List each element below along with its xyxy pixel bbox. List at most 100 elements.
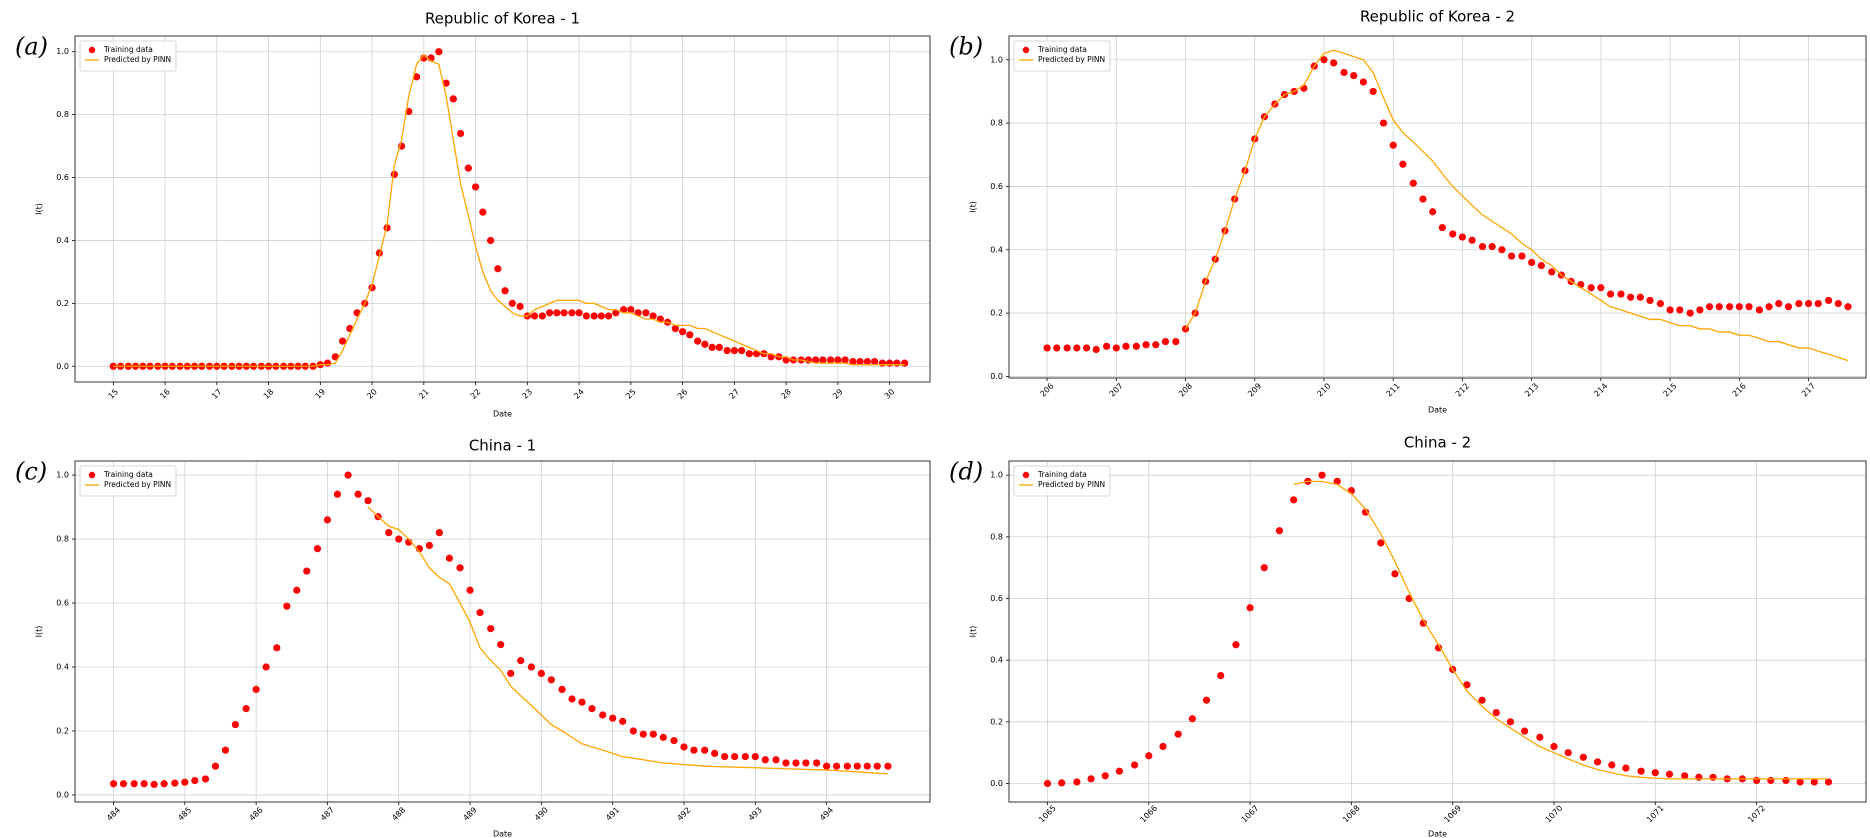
data-point [323,359,332,367]
data-point [1082,344,1091,352]
data-point [1715,303,1723,311]
y-tick-label: 0.2 [990,717,1003,726]
data-point [711,749,719,757]
x-tick-label: 217 [1800,381,1817,398]
data-point [680,743,688,751]
data-point [723,346,731,355]
data-point [1340,68,1348,77]
data-point [1656,299,1665,308]
x-tick-label: 22 [469,387,483,401]
data-point [1246,604,1254,612]
data-point [313,545,322,553]
data-point [751,752,759,761]
data-point [1804,299,1813,308]
data-point [1665,770,1674,778]
data-point [1608,761,1616,769]
x-tick-label: 27 [728,387,742,401]
x-tick-label: 485 [176,805,193,822]
x-tick-label: 29 [831,387,845,401]
data-point [1145,752,1153,760]
data-point [1320,56,1328,64]
data-point [582,312,590,320]
data-point [560,309,568,317]
data-point [1795,299,1803,308]
x-tick-label: 25 [624,387,638,401]
data-point [1458,233,1467,241]
data-point [701,340,709,348]
x-tick-label: 486 [248,805,265,822]
chart-title: Republic of Korea - 2 [1360,8,1515,26]
axes-frame [74,35,931,383]
legend-label: Training data [1037,470,1087,479]
data-point [1796,778,1804,786]
data-point [303,567,311,575]
data-point [1606,290,1615,298]
data-point [568,309,576,317]
data-point [679,328,687,336]
y-tick-label: 0.4 [990,656,1003,665]
x-tick-label: 494 [818,805,835,822]
data-point [629,727,637,735]
data-point [599,711,607,719]
data-point [538,312,546,320]
data-point [1333,477,1341,485]
data-point [1782,776,1790,785]
data-point [140,780,148,788]
data-point [745,350,753,358]
data-point [1637,767,1645,775]
x-tick-label: 15 [107,387,121,401]
data-point [853,762,861,770]
y-tick-label: 0.8 [990,532,1003,541]
legend-label: Training data [103,45,153,54]
legend-label: Predicted by PINN [104,480,171,489]
data-point [1434,644,1443,652]
axes-frame [1008,35,1867,379]
x-tick-label: 493 [747,805,764,822]
x-tick-label: 21 [417,387,431,401]
data-point [721,752,729,761]
data-point [1232,641,1240,649]
data-point [344,471,352,479]
data-point [445,554,453,562]
data-point [231,720,240,729]
data-point [1695,773,1703,781]
x-tick-label: 1070 [1544,804,1565,825]
data-point [507,669,515,678]
x-tick-label: 17 [210,387,224,401]
x-tick-label: 488 [390,805,407,822]
data-point [1359,78,1368,86]
data-point [1536,733,1544,741]
data-point [1784,303,1793,311]
data-point [283,602,291,610]
data-point [1627,293,1635,301]
data-point [802,759,810,767]
y-tick-label: 0.6 [990,594,1003,603]
x-tick-label: 28 [779,387,793,401]
data-point [1537,261,1545,270]
x-tick-label: 16 [158,387,172,401]
x-tick-label: 216 [1731,381,1748,398]
data-point [1492,708,1500,717]
data-point [1696,306,1704,314]
data-point [273,644,281,652]
chart-title: China - 1 [469,437,536,455]
data-point [501,287,509,295]
x-tick-label: 30 [883,387,897,401]
data-point [1548,268,1556,276]
data-point [1290,496,1298,504]
data-point [497,641,505,649]
data-point [1318,471,1326,479]
data-point [1735,303,1743,311]
data-point [1824,778,1833,786]
data-point [1350,71,1358,80]
x-axis-label: Date [1428,406,1447,415]
panel-label: (a) [15,33,48,61]
data-point [1651,769,1659,777]
data-point [1389,141,1397,149]
y-tick-label: 0.2 [56,726,69,735]
y-axis-label: I(t) [969,626,978,638]
data-point [412,73,421,81]
data-point [1429,208,1437,216]
data-point [516,302,524,311]
data-point [772,756,780,764]
